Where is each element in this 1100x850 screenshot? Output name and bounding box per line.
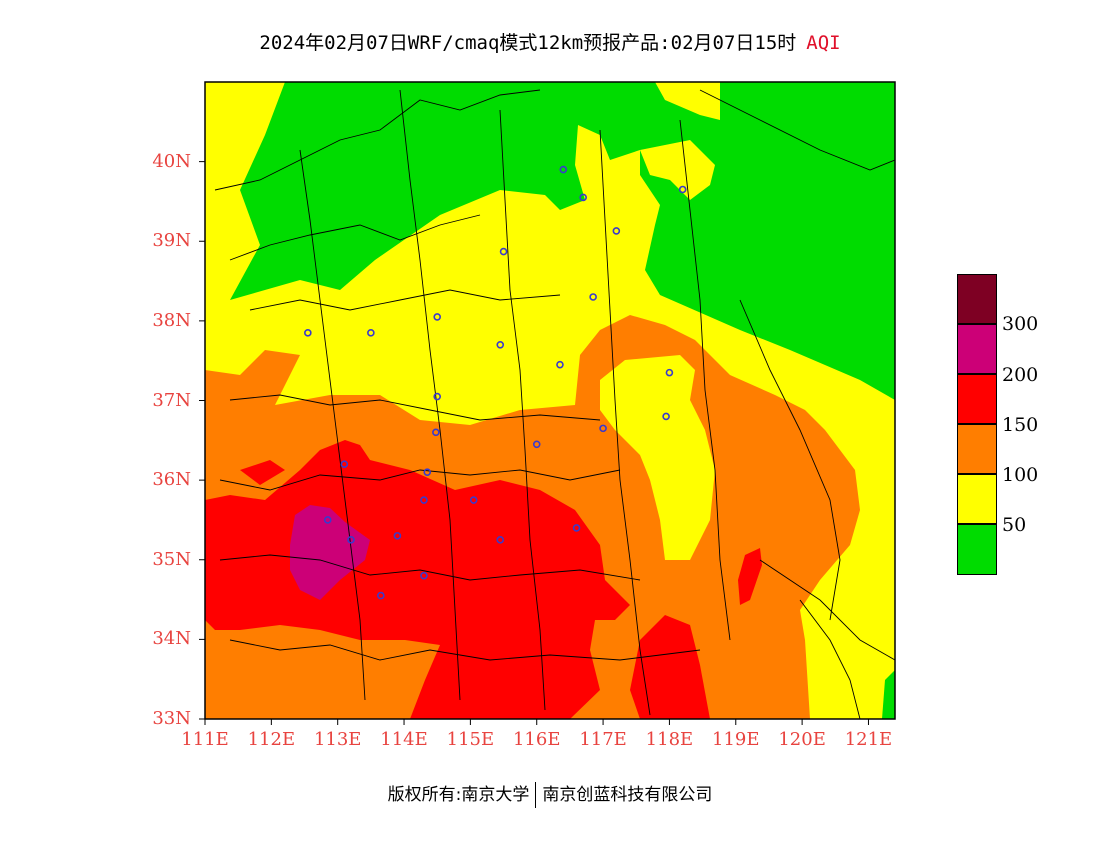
lon-label-113e: 113E <box>313 729 362 750</box>
city-marker <box>323 516 332 524</box>
legend-swatch-0-50 <box>957 524 997 575</box>
city-marker <box>340 460 349 469</box>
city-marker <box>556 360 564 369</box>
legend-swatch-200-300 <box>957 324 997 374</box>
admin-boundaries <box>214 89 895 719</box>
lat-label-33n: 33N <box>152 708 191 729</box>
band-50-100-inner-gap <box>600 355 715 560</box>
lat-label-40n: 40N <box>152 150 191 172</box>
city-marker <box>599 424 607 433</box>
lon-label-116e: 116E <box>512 729 561 750</box>
band-150-200-small-patch-1 <box>240 460 285 485</box>
footer-company: 南京创蓝科技有限公司 <box>542 785 713 805</box>
band-50-100-east-patch <box>640 140 715 200</box>
band-150-200-small-patch-2 <box>738 548 762 605</box>
lat-label-34n: 34N <box>152 628 191 650</box>
city-marker <box>612 227 621 235</box>
lon-label-115e: 115E <box>446 729 495 750</box>
legend-swatch-50-100 <box>957 474 997 524</box>
city-marker <box>496 536 505 544</box>
legend-label-150: 150 <box>1002 414 1039 436</box>
city-marker <box>420 496 428 504</box>
city-marker <box>572 524 581 532</box>
city-marker <box>433 392 442 401</box>
city-marker <box>559 165 568 174</box>
city-marker <box>532 440 541 449</box>
city-marker <box>423 468 432 476</box>
lon-label-119e: 119E <box>712 729 760 750</box>
city-marker <box>499 247 508 256</box>
legend-label-50: 50 <box>1002 514 1027 536</box>
footer-copyright: 版权所有:南京大学 <box>387 785 530 805</box>
lat-label-37n: 37N <box>152 389 191 411</box>
band-200-300-area <box>290 505 370 600</box>
city-marker <box>662 412 670 421</box>
legend-swatch-100-150 <box>957 424 997 474</box>
city-marker <box>469 496 478 504</box>
footer-separator <box>535 782 537 808</box>
lat-label-39n: 39N <box>152 230 191 252</box>
city-marker <box>377 591 385 600</box>
lon-label-121e: 121E <box>844 729 893 750</box>
city-marker <box>496 340 505 349</box>
footer: 版权所有:南京大学 南京创蓝科技有限公司 <box>0 780 1100 808</box>
city-marker <box>579 193 587 202</box>
lat-label-36n: 36N <box>152 469 191 491</box>
city-marker <box>393 532 402 540</box>
city-marker <box>347 536 355 544</box>
legend-label-100: 100 <box>1002 464 1039 486</box>
lat-label-38n: 38N <box>152 309 191 331</box>
title-main: 2024年02月07日WRF/cmaq模式12km预报产品:02月07日15时 <box>259 32 797 54</box>
lon-label-112e: 112E <box>247 729 296 750</box>
map-fill-layers <box>205 82 895 719</box>
city-marker <box>665 368 674 377</box>
legend-label-300: 300 <box>1002 313 1039 335</box>
city-marker <box>432 428 440 437</box>
city-markers <box>304 165 687 600</box>
lon-label-111e: 111E <box>181 729 229 750</box>
chart-title: 2024年02月07日WRF/cmaq模式12km预报产品:02月07日15时 A… <box>0 28 1100 55</box>
title-variable: AQI <box>806 32 841 54</box>
band-150-200-east-patch <box>630 615 710 719</box>
city-marker <box>678 185 687 194</box>
legend-label-200: 200 <box>1002 364 1039 386</box>
lon-label-118e: 118E <box>645 729 694 750</box>
lon-label-117e: 117E <box>579 729 627 750</box>
city-marker <box>589 293 597 301</box>
lon-label-114e: 114E <box>380 729 428 750</box>
city-marker <box>304 329 312 337</box>
legend-swatch-150-200 <box>957 374 997 424</box>
axis-ticks <box>199 161 869 725</box>
city-marker <box>433 313 442 321</box>
city-marker <box>420 571 428 580</box>
lat-label-35n: 35N <box>152 548 191 570</box>
legend-swatch-300-plus <box>957 274 997 324</box>
lon-label-120e: 120E <box>778 729 826 750</box>
band-0-50-bottom-right <box>882 670 895 719</box>
city-marker <box>367 329 375 337</box>
